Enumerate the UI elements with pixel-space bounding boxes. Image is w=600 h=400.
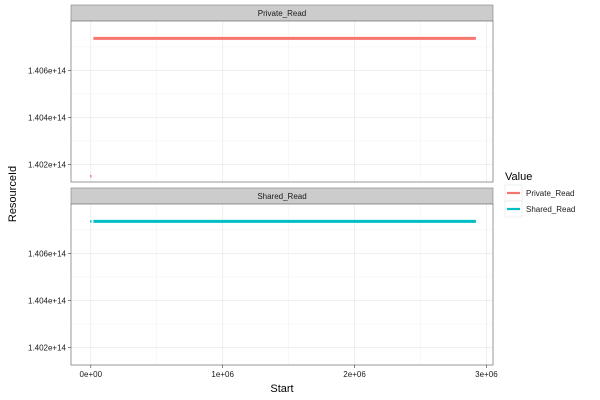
panel-background bbox=[71, 204, 493, 365]
facet-strip-label: Private_Read bbox=[258, 9, 306, 18]
panel-border bbox=[70, 20, 494, 183]
facet-strip-label: Shared_Read bbox=[257, 192, 306, 201]
panel-grid bbox=[71, 204, 493, 365]
y-tick-label: 1.404e+14 bbox=[28, 113, 67, 122]
legend: Value Private_Read Shared_Read bbox=[504, 171, 575, 218]
facet-panel-shared-read: Shared_Read 1.402e+14 1.404e+14 1.406e+14 bbox=[28, 187, 494, 366]
y-tick-label: 1.402e+14 bbox=[28, 343, 67, 352]
panel-border bbox=[70, 203, 494, 366]
y-tick-label: 1.402e+14 bbox=[28, 160, 67, 169]
panel-grid bbox=[71, 21, 493, 182]
legend-entry-label: Private_Read bbox=[526, 189, 574, 198]
legend-entry-label: Shared_Read bbox=[526, 205, 575, 214]
x-axis-title: Start bbox=[270, 383, 293, 395]
x-tick-label: 0e+00 bbox=[80, 370, 103, 379]
facet-panel-private-read: Private_Read 1.402e+14 1.404e+14 1.406e+14 bbox=[28, 4, 494, 183]
y-tick-label: 1.406e+14 bbox=[28, 249, 67, 258]
y-tick-label: 1.406e+14 bbox=[28, 66, 67, 75]
y-axis: 1.402e+14 1.404e+14 1.406e+14 bbox=[28, 249, 71, 352]
x-tick-label: 3e+06 bbox=[475, 370, 498, 379]
x-tick-label: 2e+06 bbox=[343, 370, 366, 379]
legend-title: Value bbox=[505, 171, 532, 183]
y-axis-title: ResourceId bbox=[7, 166, 19, 222]
panel-series bbox=[89, 36, 476, 178]
y-axis: 1.402e+14 1.404e+14 1.406e+14 bbox=[28, 66, 71, 169]
panel-background bbox=[71, 21, 493, 182]
y-tick-label: 1.404e+14 bbox=[28, 296, 67, 305]
x-axis: 0e+00 1e+06 2e+06 3e+06 bbox=[80, 365, 498, 379]
x-tick-label: 1e+06 bbox=[211, 370, 234, 379]
panel-series bbox=[89, 219, 476, 223]
